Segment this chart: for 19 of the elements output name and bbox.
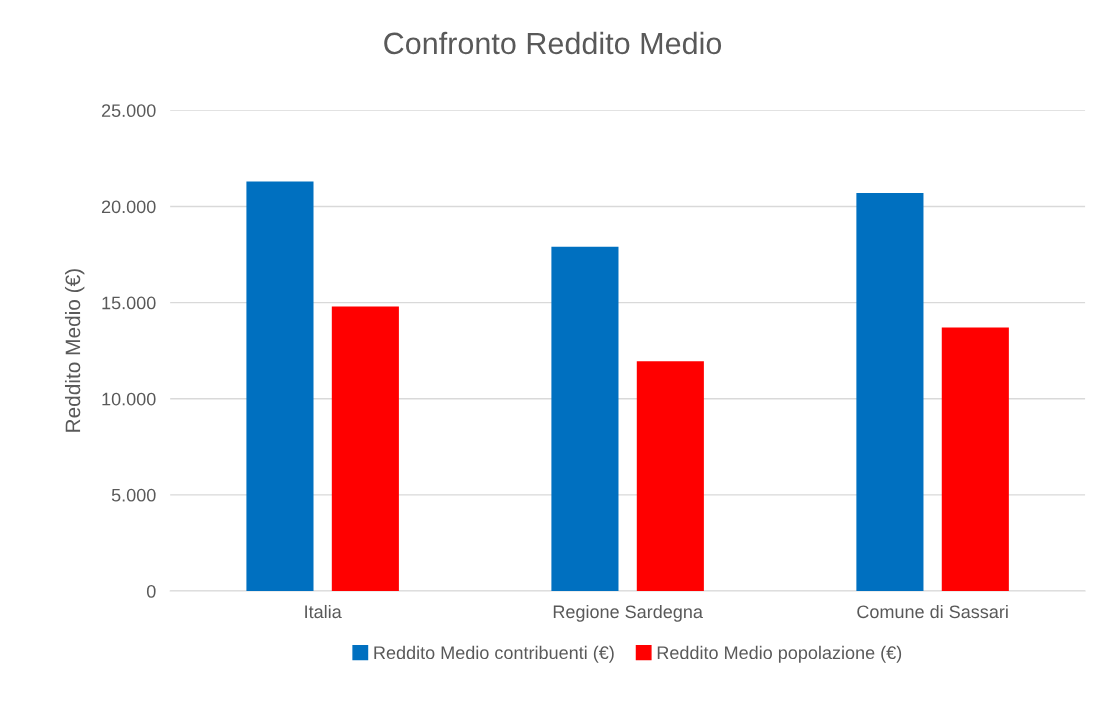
x-tick-label: Italia: [305, 604, 342, 619]
y-axis-title: Reddito Medio (€): [64, 269, 85, 432]
x-tick-label: Regione Sardegna: [553, 604, 703, 622]
bar: [636, 361, 704, 592]
y-tick-label: 15.000: [102, 296, 156, 310]
y-tick-label: 5.000: [111, 488, 156, 502]
legend-label: Reddito Medio contribuenti (€): [374, 645, 614, 663]
bar: [551, 246, 619, 592]
chart-title: Confronto Reddito Medio: [384, 31, 722, 55]
x-tick-label: Comune di Sassari: [857, 604, 1008, 619]
y-tick-label: 20.000: [101, 200, 156, 214]
bar: [246, 181, 314, 592]
legend-label: Reddito Medio popolazione (€): [657, 645, 902, 663]
y-tick-label: 25.000: [101, 104, 156, 118]
bar: [941, 327, 1009, 592]
bar: [331, 306, 399, 592]
y-tick-label: 10.000: [102, 392, 156, 406]
y-tick-label: 0: [146, 584, 156, 598]
bar: [856, 192, 924, 592]
